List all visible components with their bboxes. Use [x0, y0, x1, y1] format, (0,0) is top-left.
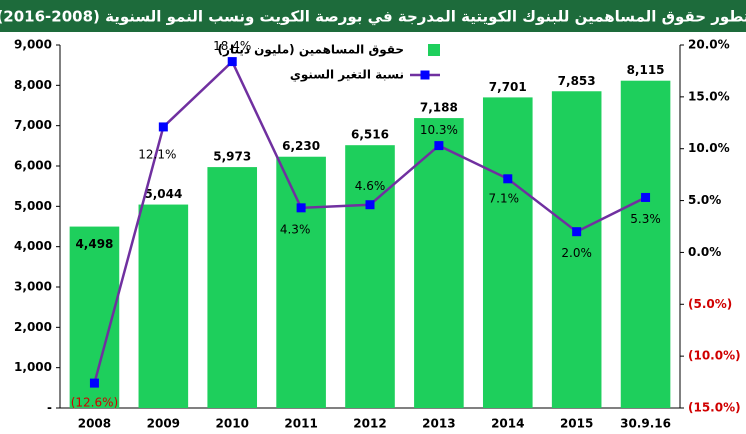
line-value-label: 7.1%: [489, 191, 520, 205]
bar-value-label: 7,853: [558, 74, 596, 88]
line-value-label: 12.1%: [138, 147, 176, 161]
y2-tick-label: 10.0%: [688, 141, 730, 155]
y2-tick-label: 20.0%: [688, 38, 730, 52]
y-tick-label: 1,000: [14, 360, 52, 374]
y-tick-label: 5,000: [14, 199, 52, 213]
line-marker: [227, 57, 237, 67]
y-tick-label: -: [47, 401, 52, 415]
y-tick-label: 2,000: [14, 320, 52, 334]
bar-value-label: 4,498: [75, 237, 113, 251]
bar: [551, 91, 602, 409]
x-tick-label: 2015: [560, 417, 593, 431]
title-bar: [0, 0, 746, 32]
line-marker: [365, 200, 375, 210]
line-marker: [641, 192, 651, 202]
x-tick-label: 2008: [78, 417, 111, 431]
bar-value-label: 7,701: [489, 80, 527, 94]
line-value-label: 4.3%: [280, 222, 311, 236]
bar: [620, 80, 671, 408]
legend-swatch: [428, 44, 440, 56]
line-marker: [434, 141, 444, 151]
y2-tick-label: 5.0%: [688, 193, 721, 207]
line-value-label: 10.3%: [420, 123, 458, 137]
y-tick-label: 9,000: [14, 38, 52, 52]
bar: [414, 118, 464, 409]
line-marker: [296, 203, 306, 213]
bar-value-label: 6,516: [351, 128, 389, 142]
line-marker: [89, 378, 99, 388]
bar: [207, 167, 258, 408]
bar-value-label: 6,230: [282, 139, 320, 153]
legend-label: حقوق المساهمين (مليون دينار): [218, 43, 404, 58]
x-tick-label: 30.9.16: [620, 417, 671, 431]
y2-tick-label: (10.0%): [688, 349, 741, 363]
y-tick-label: 3,000: [14, 280, 52, 294]
bar: [482, 97, 533, 408]
x-tick-label: 2013: [422, 417, 455, 431]
y2-tick-label: 0.0%: [688, 245, 721, 259]
y-tick-label: 6,000: [14, 159, 52, 173]
line-marker: [572, 227, 582, 237]
chart-title: تطور حقوق المساهمين للبنوك الكويتية المد…: [0, 8, 746, 26]
x-tick-label: 2010: [216, 417, 249, 431]
legend-marker: [420, 70, 430, 80]
line-value-label: 18.4%: [213, 39, 251, 53]
bar: [138, 204, 189, 408]
line-value-label: 4.6%: [355, 179, 386, 193]
y2-tick-label: 15.0%: [688, 89, 730, 103]
bar-value-label: 8,115: [627, 63, 665, 77]
bar-value-label: 5,044: [144, 187, 182, 201]
y-tick-label: 4,000: [14, 239, 52, 253]
y2-tick-label: (15.0%): [688, 401, 741, 415]
line-marker: [503, 174, 513, 184]
y-tick-label: 8,000: [14, 78, 52, 92]
line-value-label: 2.0%: [561, 246, 592, 260]
x-tick-label: 2011: [284, 417, 317, 431]
line-value-label: 5.3%: [630, 212, 661, 226]
legend-label: نسبة التغير السنوي: [290, 68, 404, 83]
line-value-label: (12.6%): [71, 396, 118, 410]
x-tick-label: 2012: [353, 417, 386, 431]
x-tick-label: 2009: [147, 417, 180, 431]
y-tick-label: 7,000: [14, 118, 52, 132]
y2-tick-label: (5.0%): [688, 297, 732, 311]
bar: [276, 156, 326, 408]
bar-value-label: 7,188: [420, 101, 458, 115]
bar-value-label: 5,973: [213, 150, 251, 164]
line-marker: [158, 122, 168, 132]
x-tick-label: 2014: [491, 417, 524, 431]
